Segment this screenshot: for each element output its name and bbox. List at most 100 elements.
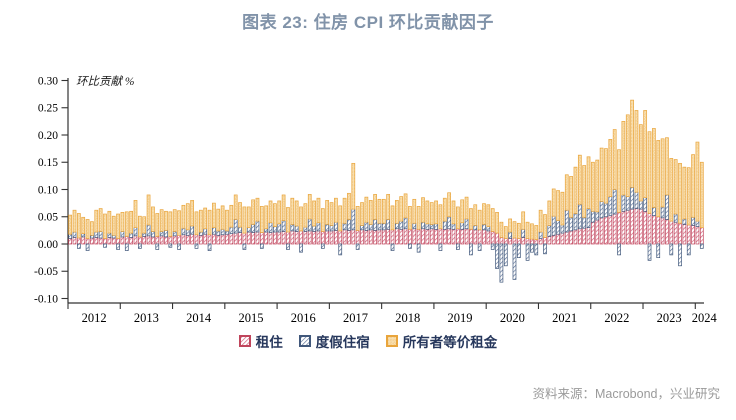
bar-segment [560, 232, 565, 245]
bar-segment [225, 233, 229, 245]
bar-segment [512, 237, 517, 245]
bar-segment [347, 219, 351, 231]
bar-segment [124, 236, 129, 245]
bar-segment [473, 229, 478, 245]
bar-segment [543, 243, 547, 255]
bar-segment [172, 231, 177, 237]
bar-segment [686, 243, 691, 256]
bar-segment [695, 141, 700, 222]
bar-segment [207, 209, 212, 236]
bar-segment [146, 235, 151, 245]
legend-swatch-icon [298, 335, 311, 347]
bar-segment [107, 210, 112, 234]
bar-segment [146, 224, 151, 237]
bar-segment [381, 222, 386, 231]
bar-segment [368, 229, 373, 245]
bar-segment [107, 232, 112, 238]
bar-segment [255, 220, 260, 233]
bar-segment [168, 243, 173, 248]
bar-segment [499, 243, 504, 283]
bar-segment [647, 243, 652, 261]
bar-segment [503, 226, 508, 239]
bar-segment [508, 231, 512, 239]
y-tick-label: 0.30 [38, 75, 58, 87]
bar-segment [90, 237, 94, 245]
bar-segment [442, 197, 447, 222]
bar-segment [695, 220, 700, 227]
bar-segment [246, 231, 251, 245]
bar-segment [604, 202, 608, 218]
bar-segment [264, 231, 269, 245]
x-tick-label: 2016 [291, 311, 316, 325]
bar-segment [329, 202, 334, 226]
bar-segment [381, 198, 386, 224]
bar-segment [286, 231, 290, 245]
bar-segment [678, 222, 682, 245]
bar-segment [177, 210, 181, 236]
bar-segment [203, 233, 208, 245]
bar-segment [643, 110, 648, 199]
bar-segment [534, 225, 539, 240]
bar-segment [556, 233, 560, 245]
bar-segment [312, 231, 316, 245]
bar-segment [447, 216, 452, 230]
bar-segment [395, 228, 399, 245]
bar-segment [129, 210, 133, 234]
bar-segment [242, 206, 247, 234]
bar-segment [329, 225, 334, 232]
bar-segment [268, 200, 273, 224]
legend-label: 所有者等价租金 [402, 335, 498, 350]
bar-segment [246, 206, 251, 229]
bar-segment [377, 222, 382, 231]
bar-segment [246, 227, 251, 233]
bar-segment [678, 162, 682, 224]
bar-segment [111, 215, 116, 236]
bar-segment [399, 228, 404, 245]
bar-segment [695, 226, 700, 245]
bar-segment [577, 154, 582, 205]
bar-segment [434, 228, 438, 245]
bar-segment [81, 233, 86, 238]
bar-segment [673, 221, 678, 245]
bar-segment [490, 231, 495, 245]
bar-segment [577, 228, 582, 245]
bar-segment [691, 225, 695, 245]
bar-segment [530, 238, 534, 245]
bar-segment [647, 213, 652, 245]
bar-segment [220, 228, 225, 236]
bar-segment [307, 194, 312, 220]
bar-segment [94, 237, 99, 245]
bar-segment [460, 222, 465, 230]
bar-segment [456, 243, 460, 250]
bar-segment [198, 231, 203, 236]
bar-segment [238, 226, 242, 233]
legend-label: 租住 [255, 335, 283, 350]
bar-segment [634, 191, 639, 209]
bar-segment [225, 209, 229, 232]
y-tick-label: 0.20 [38, 130, 58, 142]
bar-segment [307, 218, 312, 232]
bar-segment [377, 198, 382, 224]
bar-segment [360, 229, 364, 245]
bar-segment [403, 217, 408, 230]
bar-segment [281, 220, 286, 232]
bar-segment [538, 209, 543, 233]
y-tick-label: 0.15 [38, 157, 58, 169]
bar-segment [538, 231, 543, 239]
bar-segment [582, 165, 587, 218]
bar-segment [368, 224, 373, 231]
bar-segment [699, 161, 704, 229]
bar-segment [360, 225, 364, 231]
bar-segment [259, 232, 264, 245]
bar-segment [525, 243, 530, 261]
bar-segment [68, 214, 73, 235]
bar-segment [85, 238, 90, 245]
bar-segment [604, 148, 608, 204]
bar-segment [194, 234, 199, 245]
bar-segment [530, 243, 534, 253]
x-tick-label: 2021 [552, 311, 577, 325]
bar-segment [94, 209, 99, 233]
bar-segment [399, 196, 404, 222]
bar-segment [464, 196, 469, 220]
bar-segment [212, 202, 216, 229]
